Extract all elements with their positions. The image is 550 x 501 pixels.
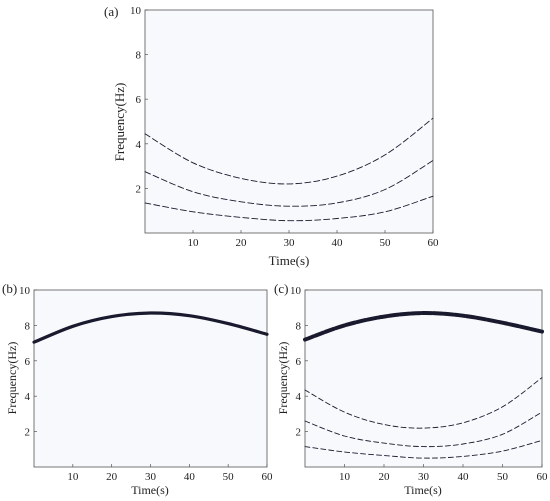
y-tick-label-c: 8	[296, 320, 302, 332]
y-tick-label-a: 6	[136, 94, 142, 106]
y-tick-label-b: 4	[25, 391, 31, 403]
series-line-c-3	[304, 411, 543, 448]
y-tick-label-c: 4	[296, 391, 302, 403]
x-axis-label-b: Time(s)	[131, 483, 169, 497]
y-axis-label-b: Frequency(Hz)	[5, 342, 19, 415]
x-tick-label-a: 10	[188, 237, 200, 249]
y-axis-label-c: Frequency(Hz)	[276, 342, 290, 415]
y-tick-label-b: 6	[25, 356, 31, 368]
x-tick-label-c: 20	[379, 471, 391, 483]
ticks-layer-c: 10 20 30 40 50 60 2 4 6 8 10	[290, 285, 548, 483]
x-tick-label-a: 30	[284, 237, 296, 249]
y-tick-label-a: 8	[136, 50, 142, 62]
y-tick-label-b: 8	[25, 320, 31, 332]
y-tick-label-a: 2	[136, 183, 142, 195]
plot-area-c	[304, 289, 543, 468]
x-axis-label-c: Time(s)	[404, 483, 442, 497]
x-tick-label-b: 10	[67, 471, 79, 483]
series-line-a-2	[144, 160, 434, 207]
series-layer-a	[144, 117, 434, 222]
x-tick-label-b: 50	[223, 471, 235, 483]
x-tick-label-c: 50	[497, 471, 509, 483]
series-line-b-1	[32, 311, 269, 344]
series-layer-b	[32, 311, 269, 344]
series-layer-c	[303, 310, 544, 459]
y-tick-label-b: 2	[25, 427, 31, 439]
panel-b: 10 20 30 40 50 60 2 4 6 8 10 (b) Time(s) Frequency…	[2, 281, 273, 497]
plot-area-b	[33, 289, 268, 468]
y-tick-label-a: 4	[136, 139, 142, 151]
plot-area-a	[144, 9, 434, 234]
x-tick-label-b: 60	[262, 471, 274, 483]
x-tick-label-a: 20	[236, 237, 248, 249]
y-tick-label-c: 10	[290, 285, 302, 297]
panel-label-c: (c)	[274, 281, 288, 296]
x-tick-label-c: 10	[339, 471, 351, 483]
panel-a: 10 20 30 40 50 60 2 4 6 8 10 (a) Time(s) Frequency…	[104, 4, 439, 268]
y-tick-label-c: 2	[296, 427, 302, 439]
series-line-a-1	[144, 117, 434, 185]
panel-c: 10 20 30 40 50 60 2 4 6 8 10 (c) Time(s) Frequency…	[274, 281, 548, 497]
x-tick-label-b: 20	[106, 471, 118, 483]
series-line-c-1	[303, 310, 544, 342]
x-tick-label-c: 30	[418, 471, 430, 483]
y-tick-label-c: 6	[296, 356, 302, 368]
ticks-layer-a: 10 20 30 40 50 60 2 4 6 8 10	[130, 5, 439, 249]
y-axis-label-a: Frequency(Hz)	[112, 83, 127, 162]
series-line-c-2	[304, 377, 543, 429]
x-tick-label-b: 30	[145, 471, 157, 483]
panel-label-b: (b)	[2, 281, 17, 296]
y-tick-label-b: 10	[19, 285, 31, 297]
series-line-a-3	[144, 195, 434, 222]
x-axis-label-a: Time(s)	[269, 253, 310, 268]
y-tick-label-a: 10	[130, 5, 142, 17]
x-tick-label-c: 60	[537, 471, 549, 483]
x-tick-label-b: 40	[184, 471, 196, 483]
ticks-layer-b: 10 20 30 40 50 60 2 4 6 8 10	[19, 285, 273, 483]
panel-label-a: (a)	[104, 4, 118, 19]
x-tick-label-a: 50	[380, 237, 392, 249]
x-tick-label-c: 40	[458, 471, 470, 483]
x-tick-label-a: 60	[428, 237, 440, 249]
series-line-c-4	[304, 439, 543, 459]
x-tick-label-a: 40	[332, 237, 344, 249]
